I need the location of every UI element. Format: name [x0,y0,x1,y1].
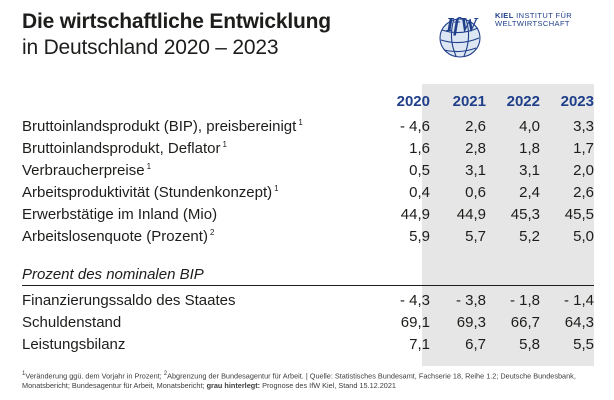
row-label: Verbraucherpreise 1 [22,162,152,179]
table-row: Verbraucherpreise 1 0,5 3,1 3,1 2,0 [22,162,594,184]
value-2021: 6,7 [465,336,486,353]
table-row: Arbeitsproduktivität (Stundenkonzept) 1 0… [22,184,594,206]
logo-institut: INSTITUT FÜR [516,11,573,20]
value-2023: - 1,4 [563,292,594,309]
value-2021: 2,8 [465,140,486,157]
table-row: Arbeitslosenquote (Prozent) 2 5,9 5,7 5,2… [22,228,594,250]
row-label: Bruttoinlandsprodukt, Deflator 1 [22,140,227,157]
value-2022: - 1,8 [509,292,540,309]
value-2021: 0,6 [465,184,486,201]
value-2020: - 4,3 [399,292,430,309]
table-row: Bruttoinlandsprodukt (BIP), preisbereini… [22,118,594,140]
table-row: Finanzierungssaldo des Staates - 4,3 - 3… [22,292,594,314]
footnote-mark-1: 1 [22,370,26,377]
value-2022: 1,8 [519,140,540,157]
value-2022: 2,4 [519,184,540,201]
value-2020: 0,5 [409,162,430,179]
column-header-2023: 2023 [560,93,594,110]
value-2022: 5,8 [519,336,540,353]
value-2021: 3,1 [465,162,486,179]
value-2021: - 3,8 [455,292,486,309]
page-title: Die wirtschaftliche Entwicklung [22,10,331,33]
value-2022: 45,3 [510,206,540,223]
forecast-shading [422,84,594,366]
section-divider [22,285,594,286]
value-2021: 2,6 [465,118,486,135]
table-row: Schuldenstand 69,1 69,3 66,7 64,3 [22,314,594,336]
value-2022: 4,0 [519,118,540,135]
row-label: Finanzierungssaldo des Staates [22,292,236,309]
value-2020: 69,1 [400,314,430,331]
footnote-bold: grau hinterlegt: [206,381,261,391]
footnote: 1Veränderung ggü. dem Vorjahr in Prozent… [22,369,594,391]
value-2023: 5,5 [573,336,594,353]
value-2020: 5,9 [409,228,430,245]
value-2023: 2,6 [573,184,594,201]
logo-kiel: KIEL [495,11,514,20]
page-subtitle: in Deutschland 2020 – 2023 [22,36,279,59]
footnote-part1: Veränderung ggü. dem Vorjahr in Prozent; [25,371,162,381]
table-row: Leistungsbilanz 7,1 6,7 5,8 5,5 [22,336,594,358]
row-label: Leistungsbilanz [22,336,126,353]
logo-wordmark: IfW [446,14,477,36]
value-2020: - 4,6 [399,118,430,135]
value-2020: 7,1 [409,336,430,353]
logo-weltwirtschaft: WELTWIRTSCHAFT [495,19,570,28]
column-header-2020: 2020 [396,93,430,110]
value-2021: 69,3 [456,314,486,331]
footnote-part3: Prognose des IfW Kiel, Stand 15.12.2021 [262,381,396,391]
value-2023: 2,0 [573,162,594,179]
value-2020: 44,9 [400,206,430,223]
value-2023: 3,3 [573,118,594,135]
value-2022: 66,7 [510,314,540,331]
table-row: Bruttoinlandsprodukt, Deflator 1 1,6 2,8 … [22,140,594,162]
value-2020: 1,6 [409,140,430,157]
value-2021: 5,7 [465,228,486,245]
row-label: Arbeitsproduktivität (Stundenkonzept) 1 [22,184,279,201]
value-2023: 5,0 [573,228,594,245]
table-row: Erwerbstätige im Inland (Mio) 44,9 44,9 … [22,206,594,228]
footnote-mark-2: 2 [163,370,168,377]
row-label: Arbeitslosenquote (Prozent) 2 [22,228,215,245]
row-label: Bruttoinlandsprodukt (BIP), preisbereini… [22,118,303,135]
ifw-globe-logo [439,18,481,58]
value-2021: 44,9 [456,206,486,223]
row-label: Erwerbstätige im Inland (Mio) [22,206,218,223]
footnote-part2: Abgrenzung der Bundesagentur für Arbeit.… [22,371,576,391]
logo-text: KIEL INSTITUT FÜR WELTWIRTSCHAFT [495,12,572,28]
value-2022: 3,1 [519,162,540,179]
value-2023: 45,5 [564,206,594,223]
value-2023: 64,3 [564,314,594,331]
value-2020: 0,4 [409,184,430,201]
column-header-2021: 2021 [452,93,486,110]
row-label: Schuldenstand [22,314,122,331]
value-2022: 5,2 [519,228,540,245]
value-2023: 1,7 [573,140,594,157]
section-heading: Prozent des nominalen BIP [22,266,204,283]
column-header-2022: 2022 [506,93,540,110]
